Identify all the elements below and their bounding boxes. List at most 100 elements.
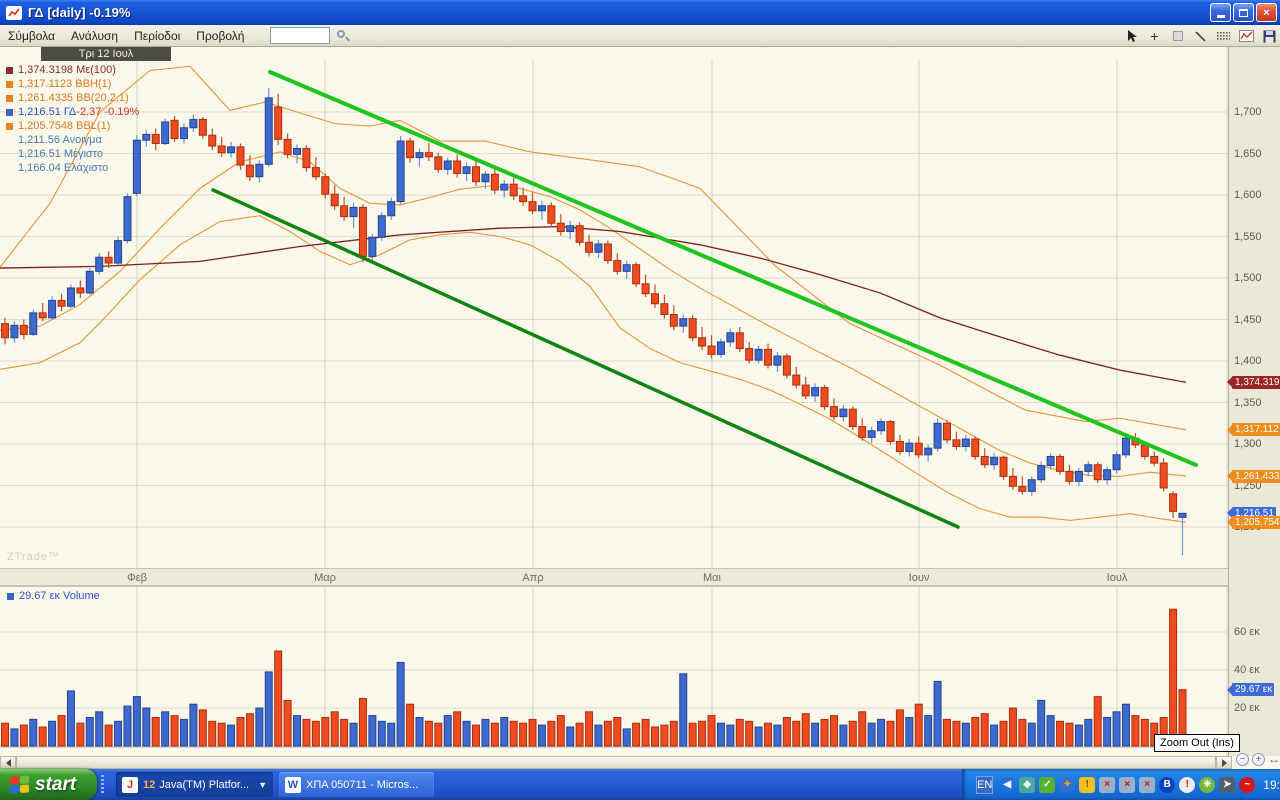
grid-dots-icon[interactable] (1215, 28, 1232, 45)
price-axis-label: 1,700 (1234, 106, 1262, 118)
security-alert-icon[interactable]: ! (1079, 776, 1096, 793)
trendline-0[interactable] (268, 70, 1198, 467)
candle-121 (1140, 444, 1149, 457)
candle-96 (905, 442, 914, 452)
restore-button[interactable] (1233, 3, 1254, 22)
candle-112 (1056, 455, 1065, 472)
volume-chart[interactable] (0, 586, 1228, 756)
cursor-icon[interactable] (1123, 28, 1140, 45)
legend-row-4: 1,205.7548 BBL(1) (6, 119, 139, 133)
zoom-in-icon[interactable]: + (1252, 752, 1265, 766)
certificate-icon[interactable]: ✳ (1199, 776, 1216, 793)
candle-59 (556, 222, 565, 233)
candle-89 (839, 408, 848, 418)
candle-100 (943, 422, 951, 441)
volume-bar-14 (132, 696, 141, 747)
candle-122 (1150, 455, 1159, 464)
group-caret-icon[interactable]: ▼ (258, 779, 267, 790)
price-axis-label: 1,250 (1234, 479, 1262, 492)
volume-legend-text: 29.67 εκ Volume (19, 590, 100, 602)
volume-bar-16 (151, 717, 160, 747)
volume-bar-93 (877, 718, 886, 747)
volume-bar-114 (1074, 724, 1083, 747)
trendline-1[interactable] (211, 188, 960, 529)
scroll-left-icon[interactable] (0, 756, 16, 769)
menu-item-3[interactable]: Προβολή (196, 28, 245, 43)
volume-bar-62 (585, 711, 594, 747)
candle-86 (811, 387, 820, 397)
volume-bar-102 (961, 722, 970, 747)
volume-bar-24 (227, 724, 236, 747)
legend-row-1: 1,317.1123 BBH(1) (6, 77, 139, 91)
symbol-search-input[interactable] (270, 27, 331, 44)
messenger-icon[interactable]: ✦ (1059, 776, 1076, 793)
volume-bar-7 (66, 690, 75, 747)
volume-bar-81 (764, 722, 773, 747)
menu-bar: Σύμβολα Ανάλυση Περίοδοι Προβολή (0, 25, 1280, 47)
month-label-Απρ: Απρ (522, 572, 544, 584)
volume-bar-124 (1169, 608, 1178, 747)
scrollbar-thumb[interactable] (16, 756, 1216, 769)
collapse-arrow-icon[interactable]: ◀ (999, 776, 1016, 793)
volume-bar-39 (368, 715, 377, 747)
volume-bar-37 (349, 722, 358, 747)
candle-6 (57, 299, 66, 307)
candle-9 (85, 270, 94, 294)
menu-item-0[interactable]: Σύμβολα (8, 28, 55, 43)
candle-11 (104, 256, 113, 264)
region-icon[interactable] (1169, 28, 1186, 45)
price-chart[interactable] (0, 47, 1228, 568)
panda-antivirus-icon[interactable]: ! (1179, 776, 1196, 793)
candle-114 (1074, 470, 1083, 482)
menu-item-2[interactable]: Περίοδοι (134, 28, 181, 43)
scroll-right-icon[interactable] (1216, 756, 1232, 769)
taskbar-button-word[interactable]: W ΧΠΑ 050711 - Micros... (279, 772, 434, 797)
close-button[interactable]: × (1256, 3, 1277, 22)
lan-disconnected-icon[interactable]: × (1139, 776, 1156, 793)
candle-63 (594, 243, 603, 253)
wireless-disconnected-icon[interactable]: × (1119, 776, 1136, 793)
candle-21 (198, 118, 207, 136)
volume-bar-50 (472, 724, 480, 747)
volume-bar-35 (330, 711, 339, 747)
start-button[interactable]: start (0, 769, 97, 800)
candle-3 (29, 312, 38, 335)
volume-axis-label: 40 εκ (1234, 664, 1260, 676)
crosshair-plus-icon[interactable]: + (1150, 28, 1159, 44)
volume-bar-9 (85, 717, 94, 747)
shield-check-icon[interactable]: ✓ (1039, 776, 1056, 793)
taskbar: start J 12 Java(TM) Platfor... ▼ W ΧΠΑ 0… (0, 769, 1280, 800)
zoom-out-icon[interactable]: − (1236, 752, 1249, 766)
candle-46 (434, 156, 443, 170)
candle-10 (95, 256, 104, 272)
price-axis-label: 1,500 (1234, 272, 1262, 284)
fit-width-icon[interactable]: ↔ (1268, 752, 1280, 766)
bluetooth-icon[interactable]: B (1159, 776, 1176, 793)
volume-bar-119 (1121, 703, 1130, 747)
volume-bar-70 (660, 724, 669, 747)
horizontal-scrollbar[interactable] (0, 756, 1232, 769)
chart-icon[interactable] (1238, 28, 1255, 45)
candle-124 (1169, 493, 1178, 512)
save-icon[interactable] (1261, 28, 1278, 45)
volume-bar-53 (500, 717, 509, 747)
language-indicator[interactable]: EN (976, 775, 994, 794)
legend-row-2: 1,261.4335 BB(20,2,1) (6, 91, 139, 105)
candle-101 (952, 439, 961, 447)
trendline-icon[interactable] (1192, 28, 1209, 45)
candle-35 (330, 193, 339, 207)
candle-45 (424, 152, 433, 158)
search-icon[interactable] (336, 29, 351, 43)
network-share-icon[interactable]: ◆ (1019, 776, 1036, 793)
launcher-icon[interactable]: ➤ (1219, 776, 1236, 793)
price-tag-1,317.112: 1,317.112 (1227, 423, 1280, 437)
taskbar-clock: 19:16 (1263, 777, 1280, 792)
minimize-button[interactable] (1210, 3, 1231, 22)
candle-110 (1037, 465, 1046, 481)
trend-micro-icon[interactable]: ~ (1239, 776, 1256, 793)
network-disconnected-icon[interactable]: × (1099, 776, 1116, 793)
taskbar-button-java[interactable]: J 12 Java(TM) Platfor... ▼ (116, 772, 273, 797)
price-axis-label: 1,550 (1234, 230, 1262, 243)
volume-bar-109 (1027, 722, 1036, 747)
menu-item-1[interactable]: Ανάλυση (71, 28, 119, 43)
